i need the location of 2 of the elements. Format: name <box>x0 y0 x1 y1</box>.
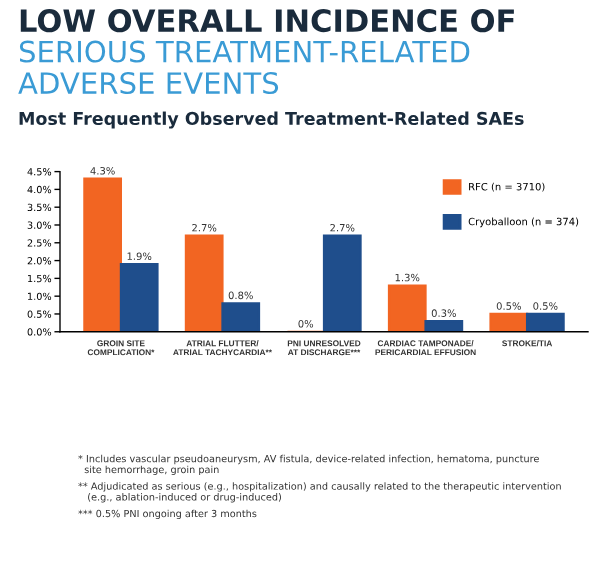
chart-title: LOW OVERALL INCIDENCE OF SERIOUS TREATMENT-RELATED ADVERSE EVENTS <box>18 9 514 95</box>
chart-subtitle: Most Frequently Observed Treatment-Related SAEs <box>19 111 524 129</box>
